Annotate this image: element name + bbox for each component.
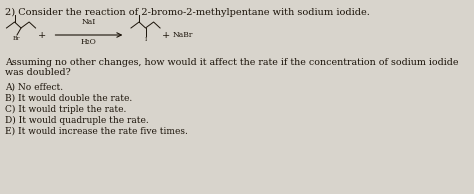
Text: 2) Consider the reaction of 2-bromo-2-methylpentane with sodium iodide.: 2) Consider the reaction of 2-bromo-2-me… — [5, 8, 370, 17]
Text: was doubled?: was doubled? — [5, 68, 71, 77]
Text: I: I — [145, 37, 146, 42]
Text: B) It would double the rate.: B) It would double the rate. — [5, 94, 132, 103]
Text: Br: Br — [12, 36, 20, 41]
Text: Assuming no other changes, how would it affect the rate if the concentration of : Assuming no other changes, how would it … — [5, 58, 458, 67]
Text: A) No effect.: A) No effect. — [5, 83, 63, 92]
Text: H₂O: H₂O — [81, 38, 97, 46]
Text: C) It would triple the rate.: C) It would triple the rate. — [5, 105, 126, 114]
Text: NaI: NaI — [82, 18, 96, 26]
Text: D) It would quadruple the rate.: D) It would quadruple the rate. — [5, 116, 149, 125]
Text: NaBr: NaBr — [172, 31, 192, 39]
Text: +: + — [38, 30, 46, 40]
Text: +: + — [162, 30, 170, 40]
Text: E) It would increase the rate five times.: E) It would increase the rate five times… — [5, 127, 188, 136]
